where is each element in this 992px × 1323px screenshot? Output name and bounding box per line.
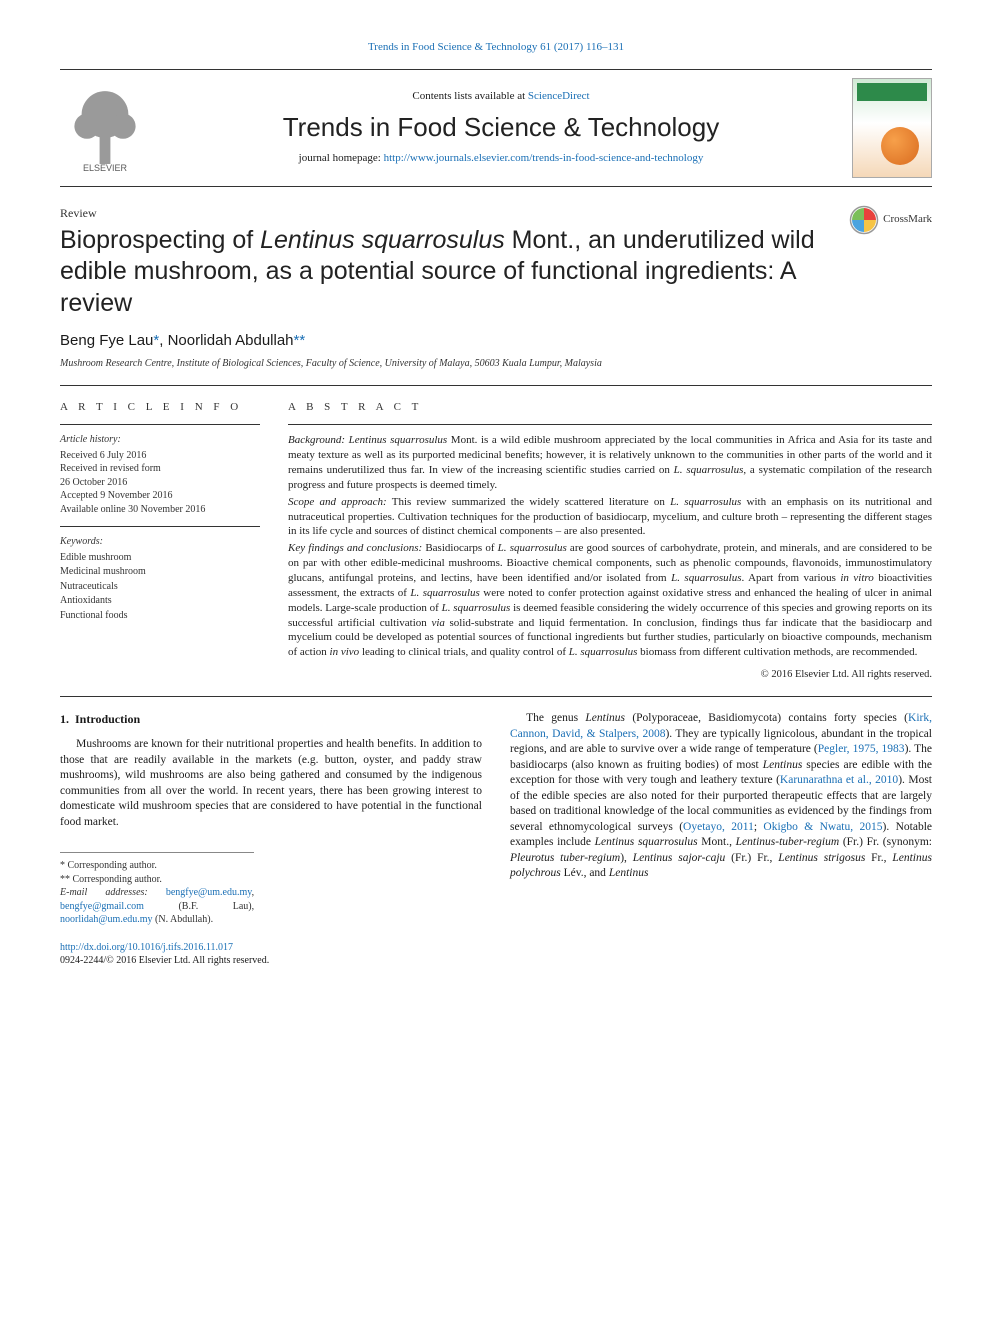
author-list: Beng Fye Lau*, Noorlidah Abdullah** (60, 331, 932, 351)
keyword: Antioxidants (60, 594, 260, 608)
doi-block: http://dx.doi.org/10.1016/j.tifs.2016.11… (60, 941, 932, 968)
article-body: 1. Introduction Mushrooms are known for … (60, 711, 932, 927)
history-line: 26 October 2016 (60, 476, 260, 490)
journal-masthead: ELSEVIER Contents lists available at Sci… (60, 69, 932, 187)
keywords-label: Keywords: (60, 535, 260, 549)
history-line: Available online 30 November 2016 (60, 503, 260, 517)
abstract-copyright: © 2016 Elsevier Ltd. All rights reserved… (288, 668, 932, 682)
contents-lists-line: Contents lists available at ScienceDirec… (164, 89, 838, 104)
history-label: Article history: (60, 433, 260, 447)
abstract: A B S T R A C T Background: Lentinus squ… (288, 400, 932, 683)
svg-text:ELSEVIER: ELSEVIER (83, 163, 128, 173)
journal-name: Trends in Food Science & Technology (164, 110, 838, 145)
article-title: Bioprospecting of Lentinus squarrosulus … (60, 225, 820, 319)
body-paragraph: Mushrooms are known for their nutritiona… (60, 737, 482, 830)
doi-link[interactable]: http://dx.doi.org/10.1016/j.tifs.2016.11… (60, 942, 233, 953)
citation-link[interactable]: Trends in Food Science & Technology 61 (… (368, 41, 624, 53)
corresponding-note: ** Corresponding author. (60, 873, 254, 887)
keyword: Nutraceuticals (60, 580, 260, 594)
journal-homepage-line: journal homepage: http://www.journals.el… (164, 151, 838, 166)
email-addresses: E-mail addresses: bengfye@um.edu.my, ben… (60, 886, 254, 927)
keyword: Edible mushroom (60, 551, 260, 565)
footnotes: * Corresponding author. ** Corresponding… (60, 852, 254, 927)
running-header: Trends in Food Science & Technology 61 (… (60, 40, 932, 55)
abstract-heading: A B S T R A C T (288, 400, 932, 415)
publisher-logo: ELSEVIER (60, 83, 150, 173)
history-line: Accepted 9 November 2016 (60, 489, 260, 503)
issn-copyright: 0924-2244/© 2016 Elsevier Ltd. All right… (60, 955, 269, 966)
rule (60, 385, 932, 386)
journal-homepage-link[interactable]: http://www.journals.elsevier.com/trends-… (384, 152, 704, 164)
article-info: A R T I C L E I N F O Article history: R… (60, 400, 260, 683)
corresponding-note: * Corresponding author. (60, 859, 254, 873)
section-heading: 1. Introduction (60, 711, 482, 727)
keyword: Functional foods (60, 609, 260, 623)
crossmark-badge[interactable]: CrossMark (849, 205, 932, 235)
journal-cover-thumbnail (852, 78, 932, 178)
history-line: Received in revised form (60, 462, 260, 476)
affiliation: Mushroom Research Centre, Institute of B… (60, 357, 932, 371)
history-line: Received 6 July 2016 (60, 449, 260, 463)
article-info-heading: A R T I C L E I N F O (60, 400, 260, 415)
article-type: Review (60, 205, 932, 221)
body-paragraph: The genus Lentinus (Polyporaceae, Basidi… (510, 711, 932, 882)
keyword: Medicinal mushroom (60, 565, 260, 579)
sciencedirect-link[interactable]: ScienceDirect (528, 90, 590, 102)
rule (60, 696, 932, 697)
